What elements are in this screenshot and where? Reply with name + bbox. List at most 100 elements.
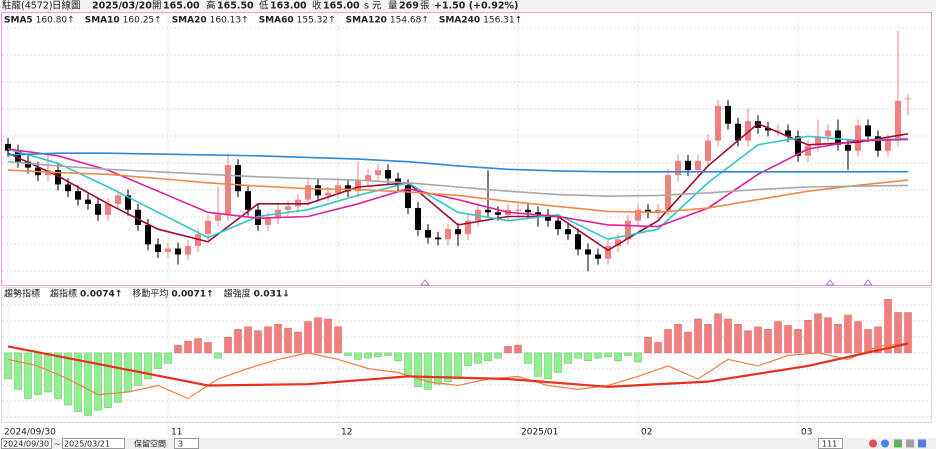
candle-body [615, 239, 621, 247]
histogram-bar [264, 326, 272, 354]
indicator-line [7, 342, 909, 400]
candle-body [585, 249, 591, 255]
histogram-bar [254, 330, 262, 354]
candle-body [765, 127, 771, 131]
histogram-bar [564, 352, 572, 364]
histogram-bar [514, 344, 522, 354]
histogram-bar [714, 313, 722, 354]
candle-body [795, 136, 801, 156]
legend-value: 160.25↑ [123, 16, 162, 26]
candle-body [605, 246, 611, 259]
histogram-bar [94, 352, 102, 411]
histogram-bar [134, 352, 142, 386]
candle-body [565, 229, 571, 235]
panel-title: 趨勢指標 [4, 288, 40, 300]
candle-body [115, 195, 121, 204]
candle-body [545, 214, 551, 221]
change: +1.50 (+0.92%) [434, 1, 518, 12]
ma-line [7, 152, 909, 173]
candle-body [635, 209, 641, 221]
histogram-bar [764, 329, 772, 354]
high: 165.50 [217, 1, 254, 12]
volume-label: 量 [388, 1, 398, 12]
candle-body [195, 234, 201, 247]
histogram-bar [284, 327, 292, 354]
candle-body [875, 136, 881, 151]
histogram-bar [154, 352, 162, 369]
histogram-bar [604, 352, 612, 358]
candle-body [625, 220, 631, 240]
legend-value: 160.13↑ [210, 16, 249, 26]
histogram-bar [644, 336, 652, 354]
histogram-bar [204, 342, 212, 354]
open: 165.00 [163, 1, 200, 12]
histogram-bar [14, 352, 22, 390]
histogram-bar [34, 352, 42, 395]
candle-body [525, 209, 531, 213]
candle-body [165, 248, 171, 252]
histogram-bar [654, 342, 662, 354]
histogram-bar [74, 352, 82, 412]
histogram-bar [844, 314, 852, 354]
candle-body [705, 140, 711, 161]
legend-value: 155.32↑ [297, 16, 336, 26]
candle-body [25, 161, 31, 168]
histogram-bar [224, 336, 232, 354]
candle-body [95, 203, 101, 215]
legend-name: SMA240 [439, 16, 480, 26]
histogram-bar [694, 318, 702, 354]
low: 163.00 [270, 1, 307, 12]
legend-name: SMA5 [4, 16, 33, 26]
candle-body [445, 229, 451, 240]
histogram-bar [794, 329, 802, 354]
unit: s 元 [364, 1, 382, 12]
legend-name: 趨指標 [50, 288, 77, 300]
candle-body [885, 140, 891, 151]
histogram-bar [394, 352, 402, 361]
histogram-bar [84, 352, 92, 416]
candle-body [435, 237, 441, 240]
histogram-bar [444, 352, 452, 382]
x-tick-label: 2024/09/30 [4, 428, 56, 438]
candle-body [535, 212, 541, 215]
date: 2025/03/20 [92, 1, 152, 12]
candle-body [415, 208, 421, 230]
histogram-bar [234, 329, 242, 354]
histogram-bar [624, 352, 632, 356]
candle-body [655, 209, 661, 213]
candle-body [105, 203, 111, 215]
candle-body [455, 229, 461, 235]
toolbar-icons[interactable] [869, 439, 926, 448]
histogram-bar [174, 344, 182, 354]
histogram-bar [634, 352, 642, 363]
candle-body [315, 185, 321, 196]
histogram-bar [814, 313, 822, 354]
candle-body [695, 160, 701, 171]
low-label: 低 [259, 0, 269, 12]
candle-body [125, 195, 131, 210]
histogram-bar [524, 352, 532, 364]
histogram-bar [4, 352, 12, 380]
legend-value: 0.0074↑ [80, 290, 122, 300]
histogram-bar [324, 318, 332, 354]
histogram-bar [504, 346, 512, 354]
histogram-bar [784, 325, 792, 354]
high-label: 高 [206, 0, 216, 12]
histogram-bar [184, 340, 192, 354]
candle-body [365, 175, 371, 182]
marks [4, 30, 912, 416]
candle-body [15, 150, 21, 162]
histogram-bar [164, 352, 172, 364]
histogram-bar [294, 331, 302, 354]
header-bar [0, 0, 936, 12]
ma-line [7, 138, 909, 228]
candle-body [75, 191, 81, 200]
candle-body [285, 206, 291, 210]
ma-line [7, 169, 909, 214]
legend-name: 趨強度 [224, 288, 251, 300]
candle-body [835, 130, 841, 145]
volume-unit: 張 [420, 1, 430, 12]
x-tick-label: 03 [801, 428, 812, 438]
histogram-bar [414, 352, 422, 388]
histogram-bar [104, 352, 112, 408]
